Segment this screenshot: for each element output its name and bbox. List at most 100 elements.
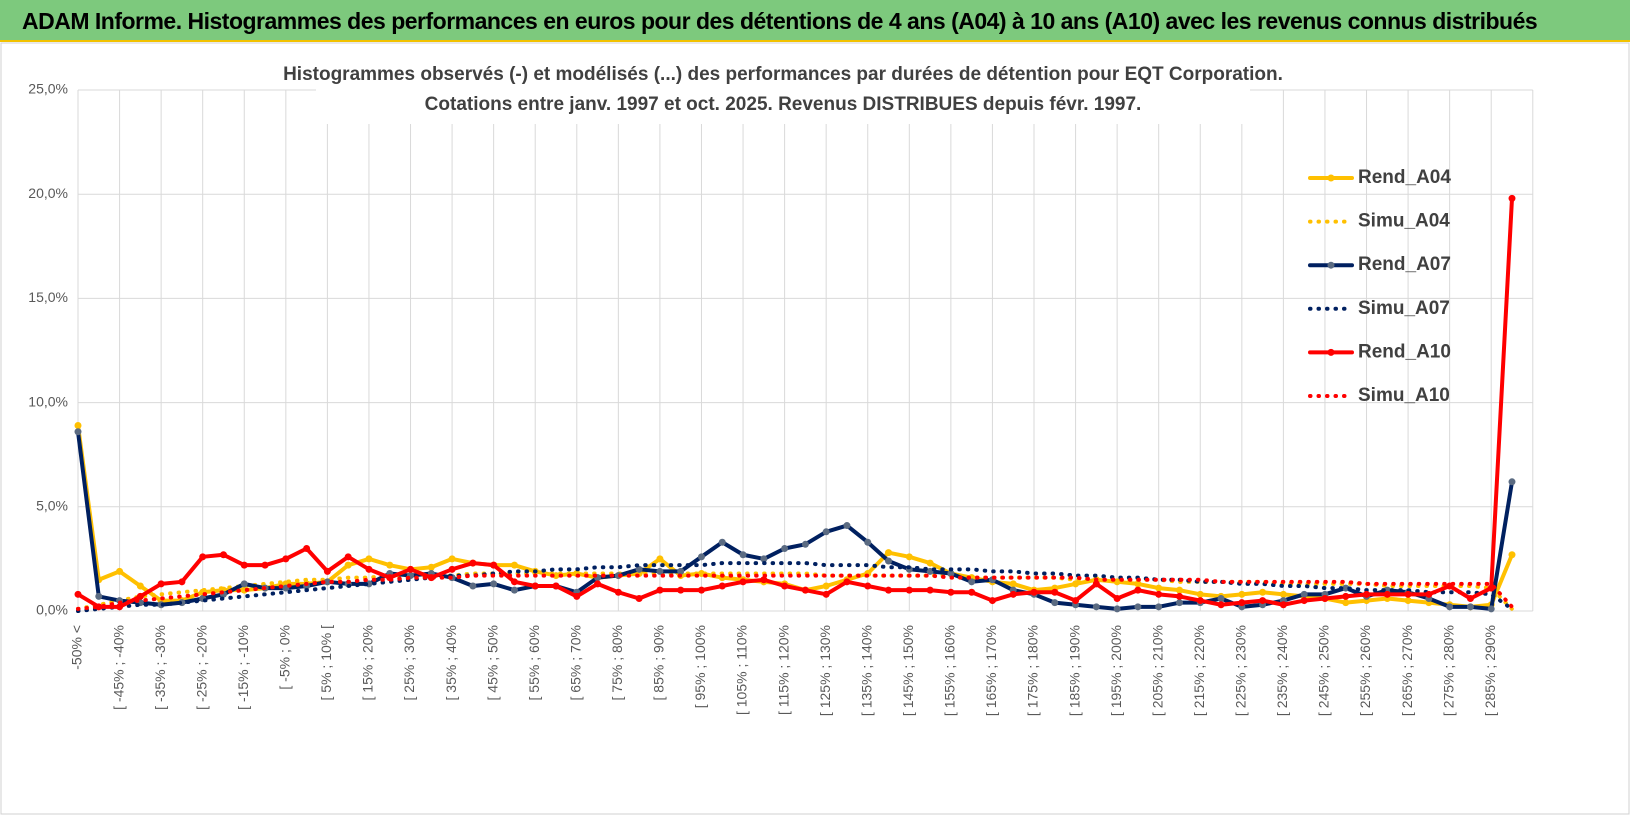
- y-tick-label: 10,0%: [28, 393, 68, 409]
- x-tick-label: [ 155% ; 160%: [942, 625, 958, 716]
- point: [1009, 580, 1017, 588]
- point: [718, 582, 726, 590]
- point: [365, 555, 373, 563]
- point: [926, 586, 934, 594]
- x-tick-label: [ 15% ; 20%: [360, 625, 376, 701]
- point: [365, 565, 373, 573]
- point: [843, 522, 851, 530]
- point: [614, 588, 622, 596]
- point: [157, 580, 165, 588]
- point: [1383, 590, 1391, 598]
- legend-label: Rend_A07: [1358, 254, 1451, 275]
- point: [1425, 590, 1433, 598]
- point: [677, 567, 685, 575]
- point: [1092, 580, 1100, 588]
- point: [427, 563, 435, 571]
- point: [697, 586, 705, 594]
- x-tick-label: [ 65% ; 70%: [567, 625, 583, 701]
- chart-frame: [0, 42, 1630, 815]
- point: [822, 590, 830, 598]
- point: [74, 590, 82, 598]
- point: [1466, 603, 1474, 611]
- point: [864, 582, 872, 590]
- point: [1404, 590, 1412, 598]
- point: [261, 561, 269, 569]
- legend-label: Simu_A04: [1358, 211, 1450, 232]
- point: [1030, 588, 1038, 596]
- point: [303, 544, 311, 552]
- x-tick-label: [ 245% ; 250%: [1316, 625, 1332, 716]
- point: [1300, 597, 1308, 605]
- point: [1155, 590, 1163, 598]
- point: [573, 592, 581, 600]
- legend-label: Simu_A07: [1358, 298, 1450, 319]
- point: [510, 561, 518, 569]
- point: [552, 572, 560, 580]
- point: [739, 578, 747, 586]
- x-tick-label: [ 195% ; 200%: [1108, 625, 1124, 716]
- point: [1446, 603, 1454, 611]
- point: [490, 561, 498, 569]
- point: [74, 428, 82, 436]
- x-tick-label: [ -45% ; -40%: [110, 625, 126, 710]
- x-tick-label: [ 205% ; 210%: [1149, 625, 1165, 716]
- point: [1259, 597, 1267, 605]
- point: [968, 588, 976, 596]
- x-tick-label: -50% <: [69, 625, 85, 670]
- point: [116, 567, 124, 575]
- chart-title: Histogrammes observés (-) et modélisés (…: [283, 64, 1283, 85]
- point: [344, 561, 352, 569]
- x-tick-label: [ 105% ; 110%: [734, 625, 750, 715]
- point: [95, 603, 103, 611]
- point: [1508, 478, 1516, 486]
- point: [885, 557, 893, 565]
- point: [1279, 601, 1287, 609]
- point: [1113, 594, 1121, 602]
- point: [136, 582, 144, 590]
- point: [905, 553, 913, 561]
- point: [905, 586, 913, 594]
- header-title: ADAM Informe. Histogrammes des performan…: [22, 8, 1538, 34]
- point: [843, 578, 851, 586]
- x-tick-label: [ -25% ; -20%: [193, 625, 209, 710]
- x-tick-label: [ 275% ; 280%: [1440, 625, 1456, 716]
- x-tick-label: [ 45% ; 50%: [484, 625, 500, 701]
- point: [864, 538, 872, 546]
- point: [1155, 603, 1163, 611]
- point: [1175, 592, 1183, 600]
- point: [1134, 580, 1142, 588]
- point: [594, 580, 602, 588]
- point: [510, 586, 518, 594]
- point: [1217, 594, 1225, 602]
- point: [344, 553, 352, 561]
- point: [1072, 597, 1080, 605]
- point: [1217, 601, 1225, 609]
- point: [947, 569, 955, 577]
- point: [947, 588, 955, 596]
- point: [822, 528, 830, 536]
- point: [1196, 590, 1204, 598]
- y-tick-label: 5,0%: [36, 498, 68, 514]
- point: [801, 586, 809, 594]
- legend-label: Rend_A10: [1358, 341, 1451, 362]
- legend-marker: [1327, 348, 1335, 356]
- point: [469, 559, 477, 567]
- legend-label: Rend_A04: [1358, 167, 1451, 188]
- x-tick-label: [ 165% ; 170%: [983, 625, 999, 716]
- x-tick-label: [ 35% ; 40%: [443, 625, 459, 701]
- chart: 0,0% 5,0% 10,0% 15,0% 20,0% 25,0% Histogrammes…: [0, 42, 1630, 815]
- legend-label: Simu_A10: [1358, 385, 1450, 406]
- point: [1051, 599, 1059, 607]
- chart-title: Cotations entre janv. 1997 et oct. 2025.…: [425, 94, 1142, 115]
- point: [116, 603, 124, 611]
- point: [510, 578, 518, 586]
- point: [240, 580, 248, 588]
- point: [1196, 597, 1204, 605]
- point: [1300, 590, 1308, 598]
- point: [656, 555, 664, 563]
- observed-line: [76, 196, 1514, 609]
- point: [1009, 590, 1017, 598]
- point: [199, 553, 207, 561]
- model-line: [76, 573, 1514, 611]
